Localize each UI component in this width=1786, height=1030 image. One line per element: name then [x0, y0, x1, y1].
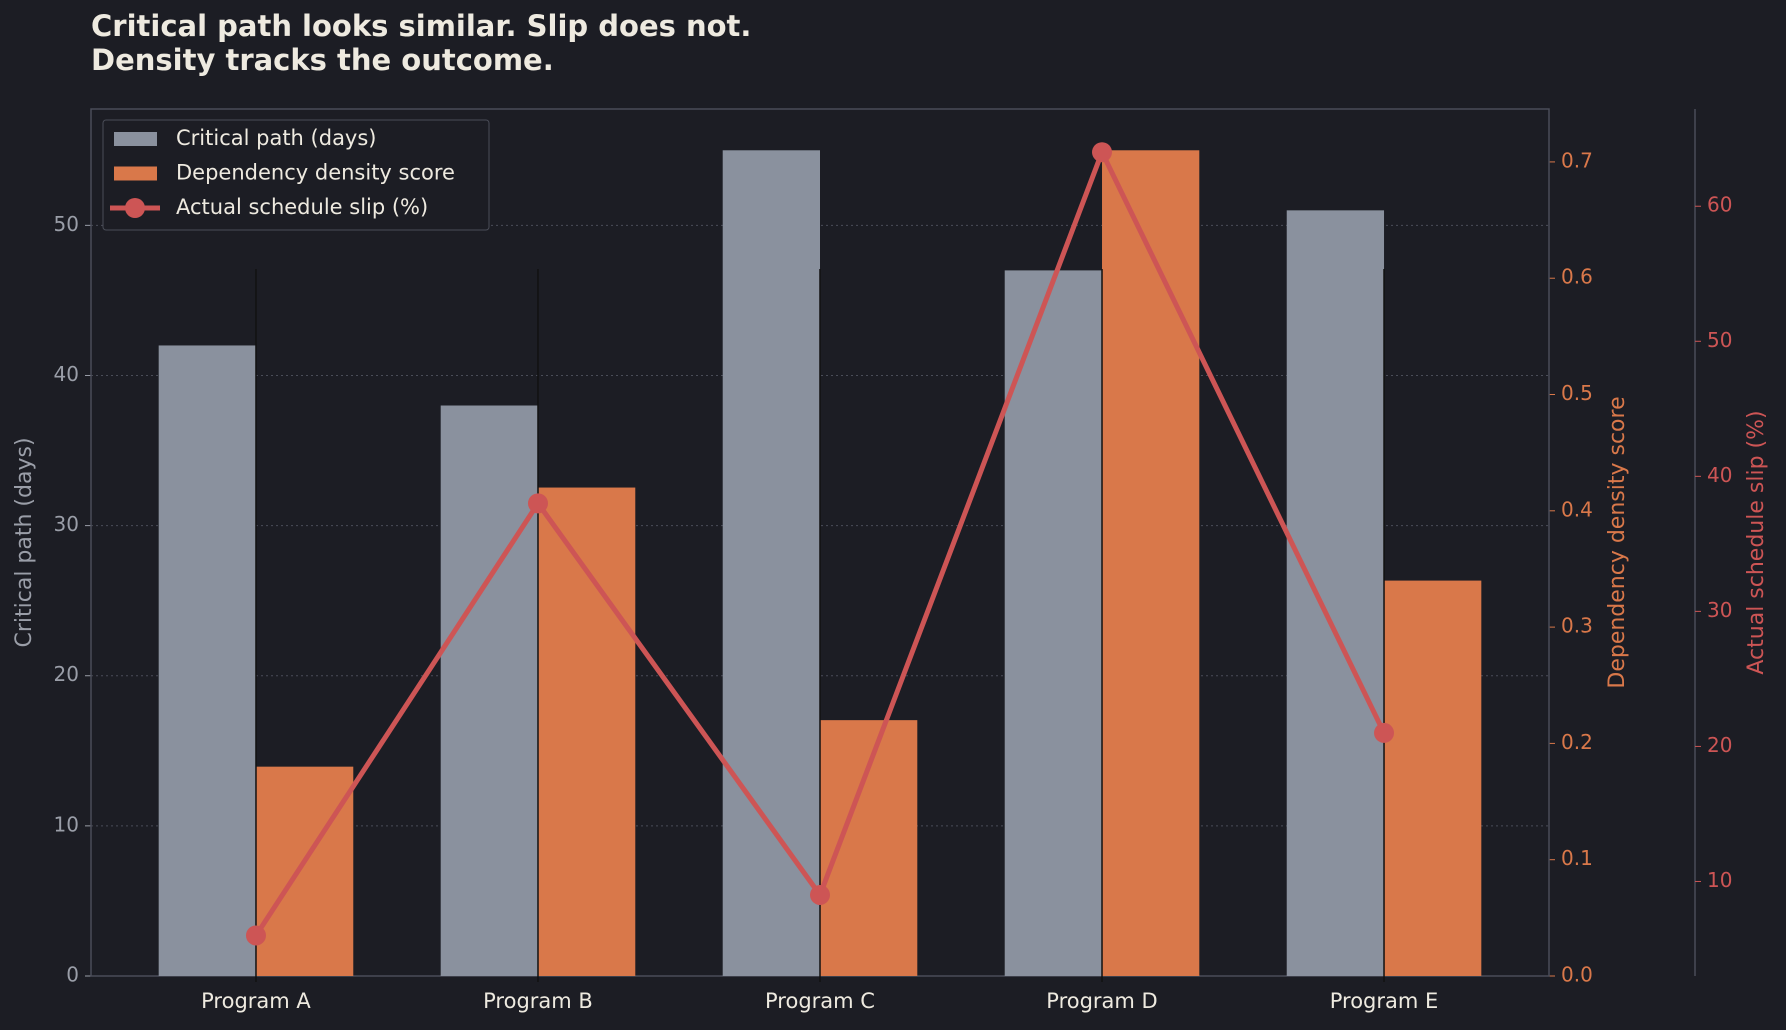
y-tick-label: 20: [54, 662, 79, 686]
chart-title: Critical path looks similar. Slip does n…: [91, 9, 751, 43]
legend-swatch: [125, 198, 145, 218]
y3-tick-label: 50: [1707, 328, 1732, 352]
legend-swatch: [114, 132, 157, 146]
y3-tick-label: 30: [1707, 598, 1732, 622]
marker: [1092, 142, 1113, 163]
y2-tick-label: 0.2: [1561, 730, 1593, 754]
x-tick-label: Program E: [1330, 989, 1439, 1013]
bar: [722, 150, 820, 977]
bar: [255, 766, 354, 976]
y2-tick-label: 0.7: [1561, 148, 1593, 172]
x-tick-label: Program B: [483, 989, 593, 1013]
legend-label: Critical path (days): [176, 126, 377, 150]
y-tick-label: 40: [54, 362, 79, 386]
y3-tick-label: 10: [1707, 868, 1732, 892]
marker: [1374, 722, 1395, 743]
bar: [820, 720, 918, 976]
y2-tick-label: 0.6: [1561, 265, 1593, 289]
bar: [537, 487, 636, 976]
legend-swatch: [114, 166, 157, 181]
bar: [1004, 270, 1103, 976]
y-tick-label: 30: [54, 512, 79, 536]
y2-tick-label: 0.5: [1561, 381, 1593, 405]
y-axis-label: Critical path (days): [12, 437, 37, 647]
y3-tick-label: 40: [1707, 463, 1732, 487]
x-tick-label: Program C: [765, 989, 875, 1013]
y-tick-label: 0: [66, 963, 79, 987]
bar: [1102, 150, 1200, 977]
x-tick-label: Program D: [1046, 989, 1157, 1013]
marker: [245, 925, 266, 946]
y2-tick-label: 0.4: [1561, 497, 1593, 521]
legend-label: Actual schedule slip (%): [176, 195, 428, 219]
bar: [440, 405, 538, 977]
bar: [1384, 580, 1482, 976]
y2-tick-label: 0.0: [1561, 963, 1593, 987]
y2-tick-label: 0.1: [1561, 846, 1593, 870]
y-tick-label: 10: [54, 812, 79, 836]
y3-tick-label: 20: [1707, 733, 1732, 757]
y-tick-label: 50: [54, 212, 79, 236]
legend-box: [102, 119, 490, 231]
bar: [158, 345, 256, 976]
y2-axis-label: Dependency density score: [1605, 396, 1630, 688]
bar: [1286, 210, 1385, 977]
x-tick-label: Program A: [201, 989, 311, 1013]
y2-tick-label: 0.3: [1561, 614, 1593, 638]
y3-axis-label: Actual schedule slip (%): [1744, 410, 1769, 674]
legend-label: Dependency density score: [176, 161, 455, 185]
marker: [810, 884, 830, 905]
chart-title: Density tracks the outcome.: [91, 43, 554, 77]
marker: [527, 493, 548, 514]
y3-tick-label: 60: [1707, 193, 1732, 217]
